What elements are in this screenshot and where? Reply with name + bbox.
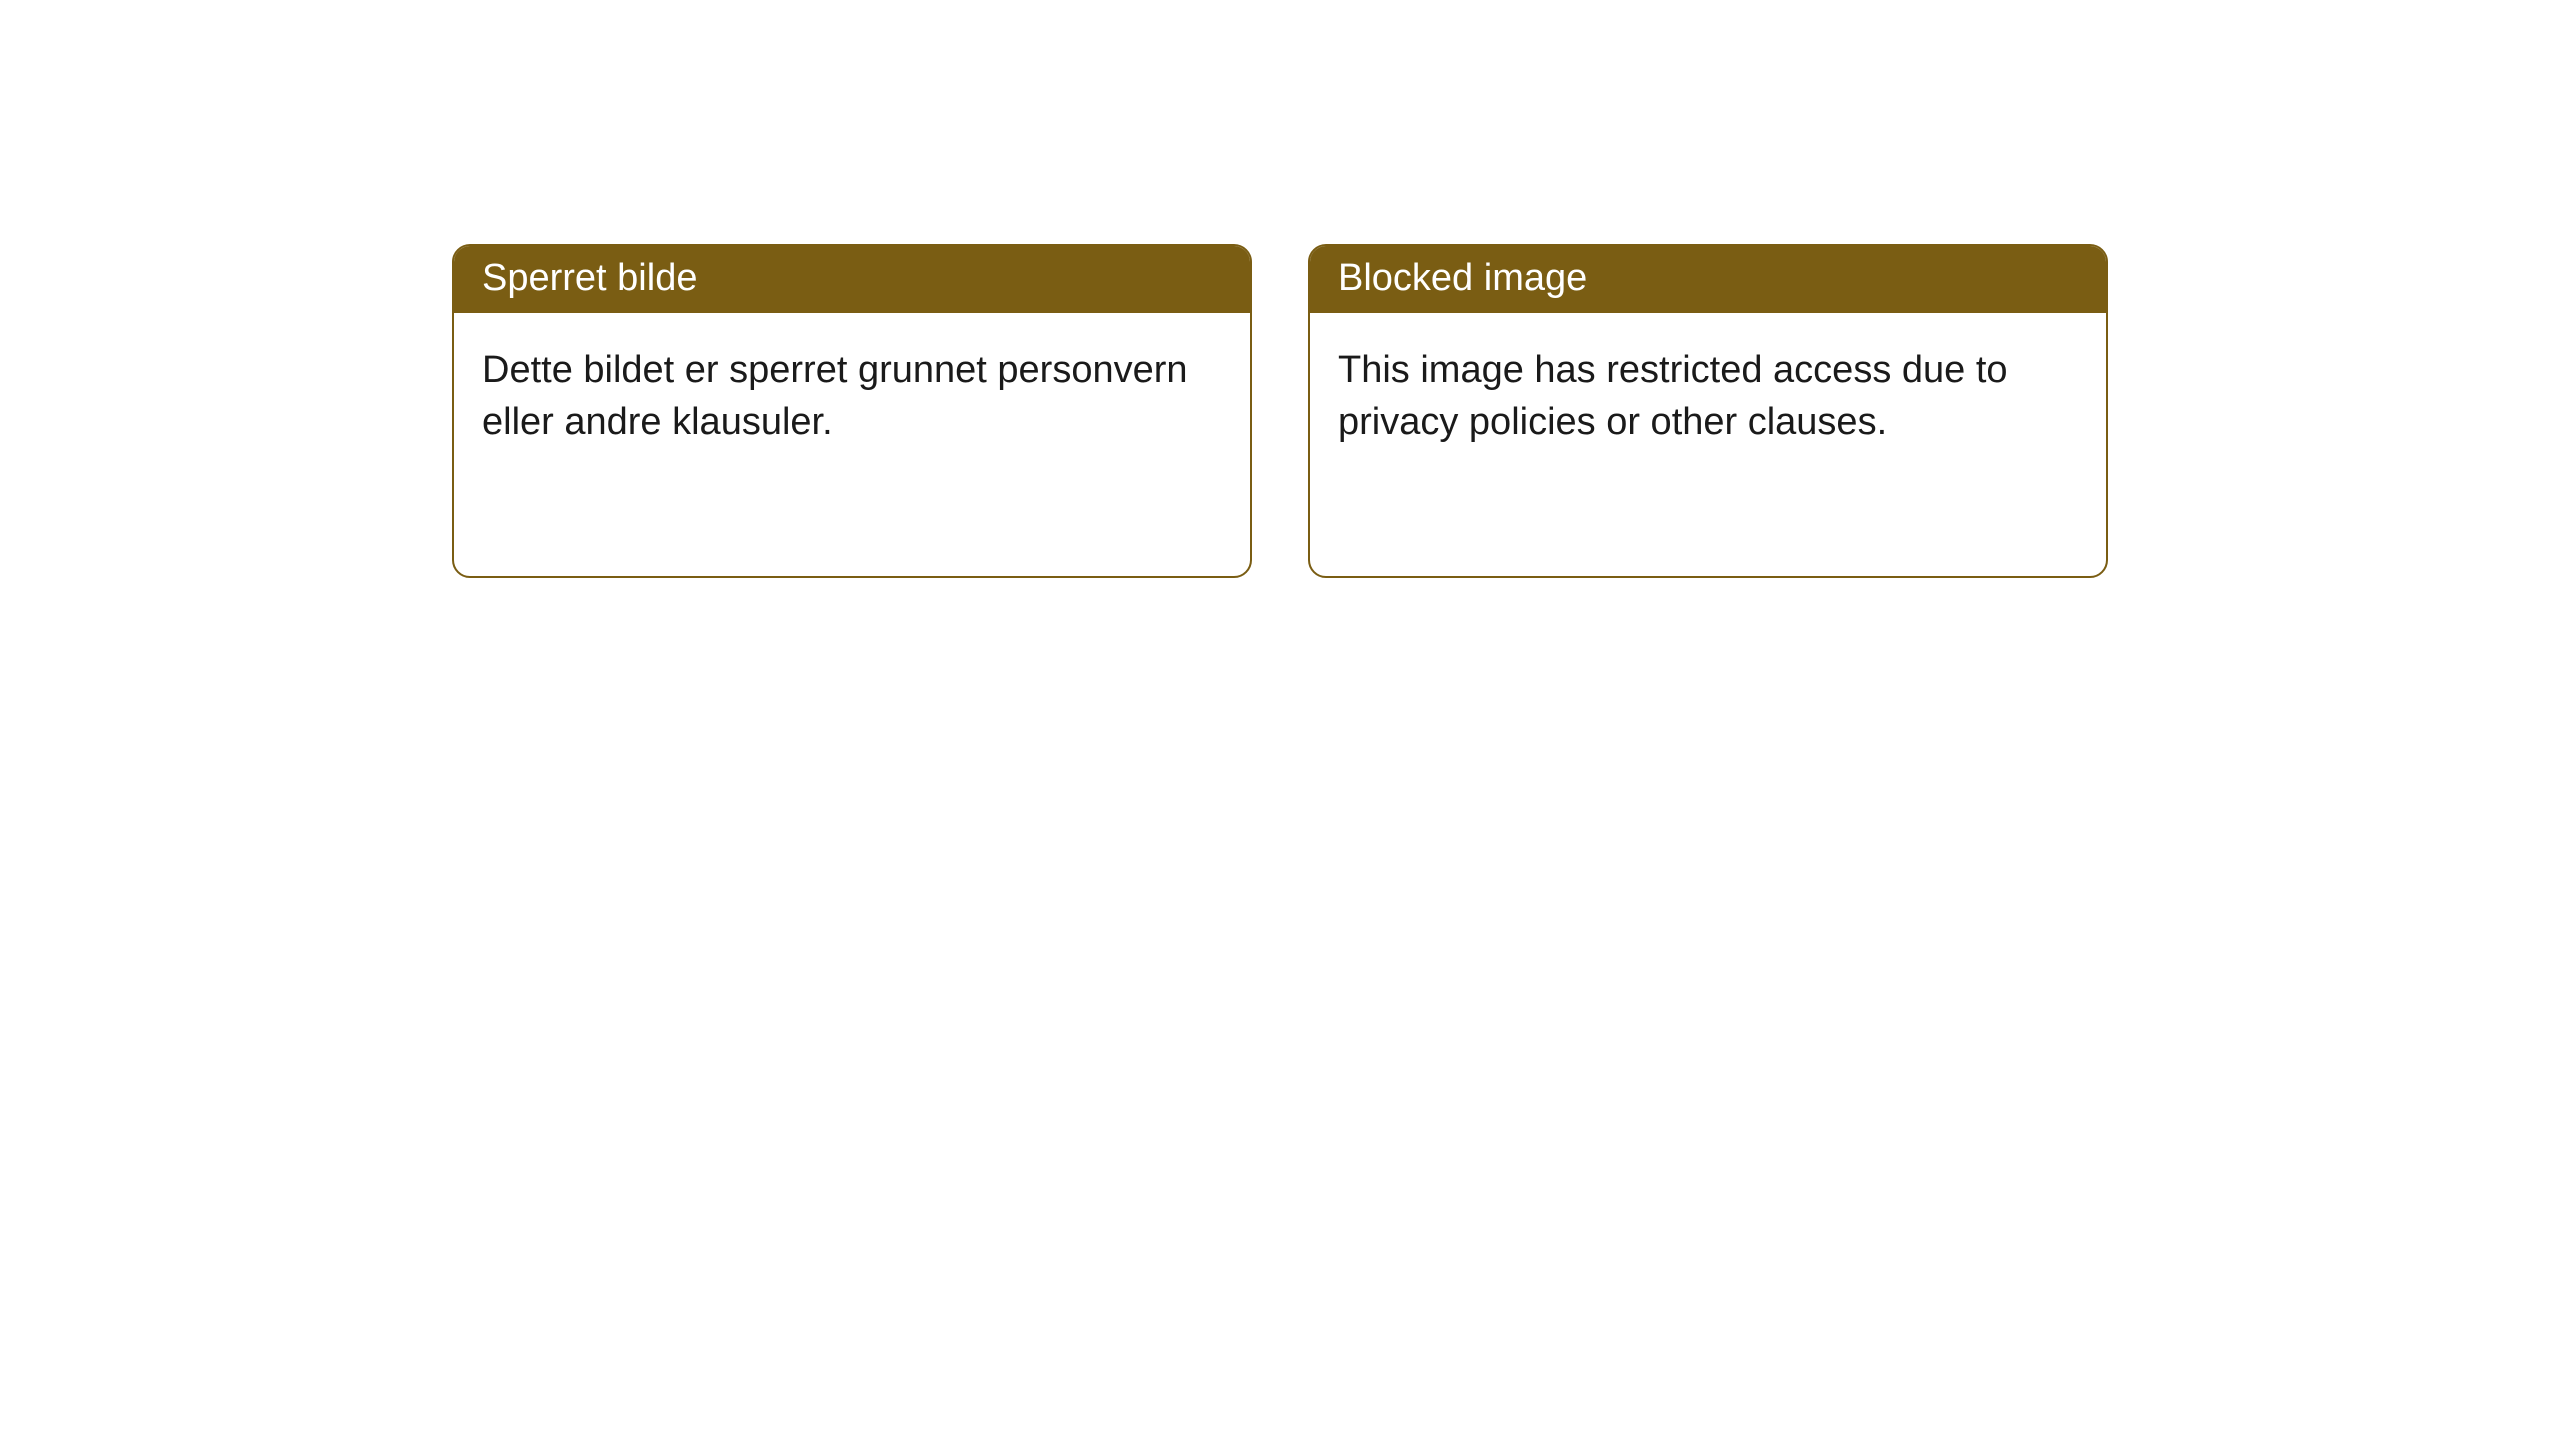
notice-card-norwegian: Sperret bilde Dette bildet er sperret gr… [452,244,1252,578]
card-body: Dette bildet er sperret grunnet personve… [454,313,1250,480]
notice-container: Sperret bilde Dette bildet er sperret gr… [0,0,2560,578]
card-title: Blocked image [1310,246,2106,313]
card-title: Sperret bilde [454,246,1250,313]
notice-card-english: Blocked image This image has restricted … [1308,244,2108,578]
card-body: This image has restricted access due to … [1310,313,2106,480]
